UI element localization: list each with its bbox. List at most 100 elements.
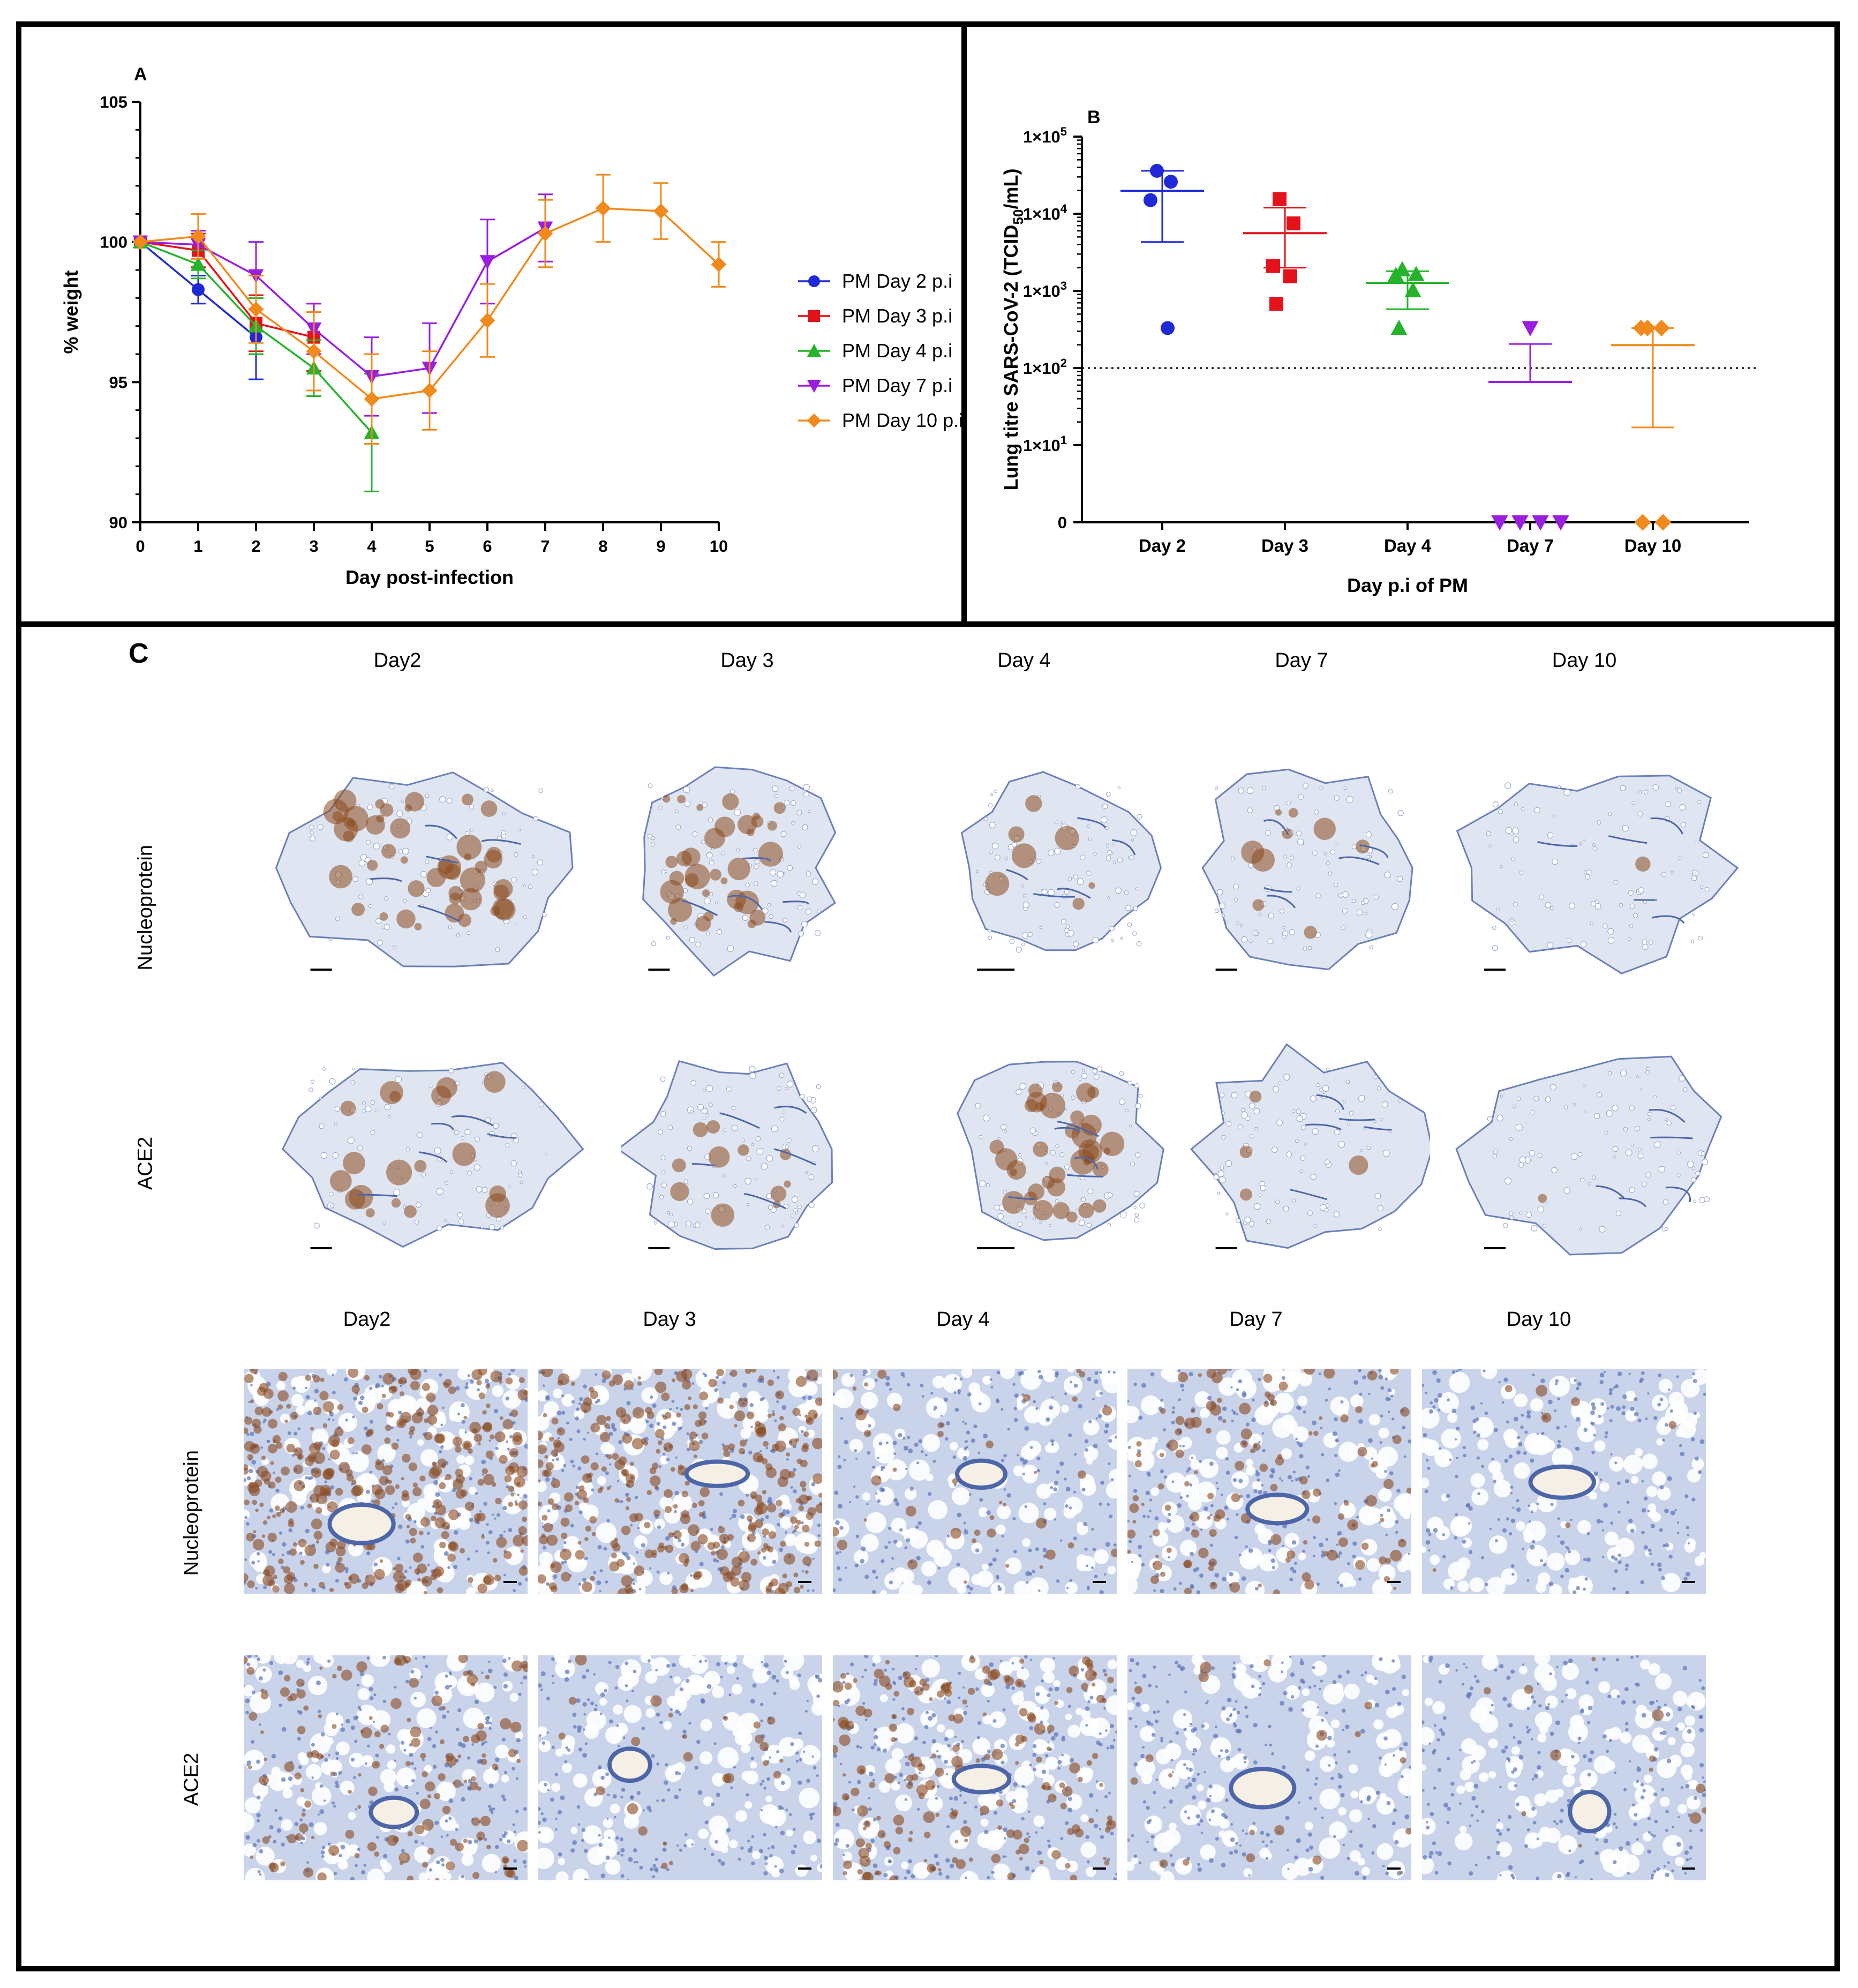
nucleus (400, 1384, 402, 1387)
nucleus (363, 1864, 366, 1867)
nucleus (1172, 1406, 1175, 1409)
stain-cell (268, 1419, 278, 1429)
nucleus (1599, 1478, 1603, 1481)
alveolus (454, 1130, 459, 1135)
nucleus (281, 1727, 287, 1732)
stain-cell (1206, 1400, 1217, 1411)
alveolus (770, 869, 777, 876)
nucleus (889, 1580, 893, 1585)
alveolus (1582, 838, 1586, 841)
stain-cell (328, 1845, 340, 1856)
alveolar-space (1668, 1391, 1684, 1408)
stain-cell (747, 1515, 753, 1522)
nucleus (1013, 1549, 1017, 1554)
stain-cell (304, 1456, 314, 1466)
data-point (1522, 321, 1539, 336)
alveolus (1500, 1094, 1503, 1098)
alveolar-space (1549, 1376, 1570, 1397)
alveolus (790, 1213, 795, 1218)
stain-cell (1045, 1549, 1056, 1560)
nucleus (420, 1545, 425, 1549)
stain-cell (467, 1448, 473, 1454)
nucleus (957, 1512, 962, 1518)
alveolar-space (1063, 1376, 1083, 1395)
stain-cell (664, 1489, 673, 1498)
stain-cell (590, 1462, 599, 1471)
nucleus (1468, 1522, 1471, 1525)
nucleus (902, 1437, 906, 1440)
alveolar-space (618, 1674, 635, 1691)
nucleus (1022, 1473, 1026, 1476)
alveolus (1296, 886, 1300, 891)
stain-cell (409, 1528, 417, 1536)
alveolus (1397, 876, 1403, 882)
alveolar-space (1194, 1391, 1211, 1408)
nucleus (422, 1758, 425, 1761)
stain-cell (738, 1398, 748, 1408)
alveolar-space (1358, 1505, 1379, 1526)
alveolus (1241, 1108, 1245, 1112)
airway (774, 1106, 807, 1114)
alveolus (447, 798, 453, 804)
nucleus (413, 1697, 417, 1700)
alveolus (1280, 909, 1284, 914)
nucleus (259, 1723, 261, 1726)
nucleus (875, 1576, 878, 1579)
nucleus (1248, 1548, 1253, 1553)
nucleus (1334, 1417, 1338, 1422)
stain-cell (622, 1434, 633, 1444)
nucleus (1541, 1431, 1545, 1436)
nucleus (750, 1757, 754, 1760)
nucleus (989, 1378, 992, 1381)
alveolus (1699, 885, 1704, 889)
stain-cell (833, 1527, 839, 1536)
nucleus (508, 1372, 511, 1376)
nucleus (1182, 1444, 1185, 1447)
alveolus (749, 1072, 756, 1079)
stain-cell (1003, 1503, 1007, 1507)
stain-patch (1356, 839, 1370, 854)
nucleus (354, 1739, 358, 1743)
nucleus (305, 1476, 309, 1480)
stain-cell (503, 1858, 509, 1864)
stain-cell (1235, 1461, 1245, 1471)
alveolus (1360, 901, 1365, 905)
nucleus (327, 1842, 331, 1846)
alveolus (375, 918, 382, 924)
nucleus (1209, 1543, 1213, 1547)
stain-cell (388, 1480, 393, 1484)
stain-cell (601, 1466, 607, 1472)
nucleus (1154, 1516, 1159, 1521)
nucleus (1586, 1557, 1591, 1562)
nucleus (1358, 1577, 1362, 1581)
nucleus (578, 1510, 583, 1514)
alveolus (1282, 935, 1287, 939)
nucleus (749, 1403, 754, 1407)
nucleus (1687, 1542, 1690, 1545)
alveolar-space (849, 1438, 863, 1453)
alveolar-space (1094, 1549, 1109, 1564)
stain-cell (583, 1497, 589, 1503)
data-point (1390, 319, 1408, 335)
nucleus (542, 1546, 547, 1550)
stain-cell (601, 1370, 611, 1380)
alveolus (1563, 789, 1571, 796)
x-tick-label: 8 (598, 537, 607, 556)
stain-cell (460, 1489, 468, 1497)
stain-cell (310, 1427, 314, 1431)
nucleus (507, 1839, 511, 1843)
nucleus (1600, 1520, 1604, 1524)
stain-cell (776, 1499, 783, 1506)
alveolus (1133, 1191, 1140, 1197)
stain-cell (606, 1416, 611, 1421)
alveolar-space (1252, 1480, 1263, 1491)
nucleus (1665, 1543, 1669, 1548)
stain-cell (471, 1817, 480, 1826)
nucleus (854, 1563, 859, 1567)
alveolus (660, 1111, 666, 1117)
alveolus (1088, 837, 1092, 841)
col-title-top-day7: Day 7 (1275, 649, 1328, 672)
alveolus (370, 1100, 375, 1105)
stain-patch (1349, 1155, 1368, 1175)
alveolus (1233, 883, 1239, 890)
